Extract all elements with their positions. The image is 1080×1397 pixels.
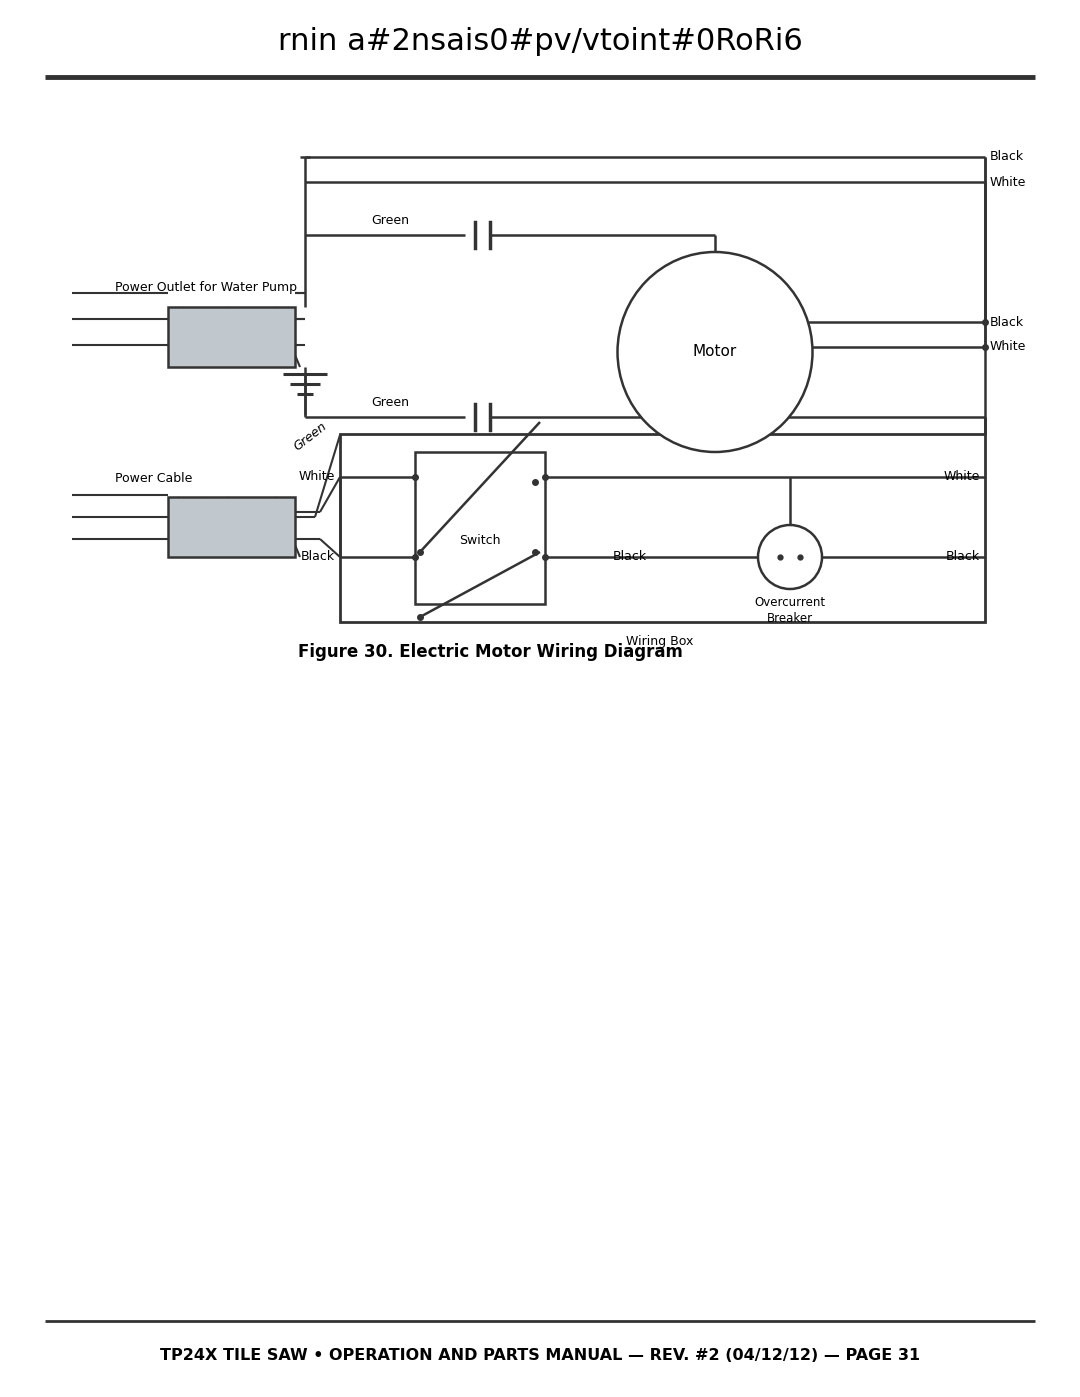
Text: Green: Green bbox=[291, 420, 329, 454]
Circle shape bbox=[758, 525, 822, 590]
Text: Black: Black bbox=[990, 151, 1024, 163]
Text: Overcurrent: Overcurrent bbox=[755, 597, 825, 609]
Text: Black: Black bbox=[301, 550, 335, 563]
Text: Figure 30. Electric Motor Wiring Diagram: Figure 30. Electric Motor Wiring Diagram bbox=[298, 643, 683, 661]
Text: Power Cable: Power Cable bbox=[114, 472, 192, 486]
Text: rnin a#2nsais0#pv/vtoint#0RoRi6: rnin a#2nsais0#pv/vtoint#0RoRi6 bbox=[278, 28, 802, 56]
Text: Switch: Switch bbox=[459, 534, 501, 546]
Text: Green: Green bbox=[372, 215, 409, 228]
Text: Breaker: Breaker bbox=[767, 612, 813, 624]
Text: White: White bbox=[990, 341, 1026, 353]
Bar bbox=[415, 453, 545, 604]
Text: White: White bbox=[299, 471, 335, 483]
Text: Black: Black bbox=[990, 316, 1024, 328]
Text: TP24X TILE SAW • OPERATION AND PARTS MANUAL — REV. #2 (04/12/12) — PAGE 31: TP24X TILE SAW • OPERATION AND PARTS MAN… bbox=[160, 1348, 920, 1362]
Bar bbox=[340, 434, 985, 622]
Text: Green: Green bbox=[372, 397, 409, 409]
Ellipse shape bbox=[618, 251, 812, 453]
Text: White: White bbox=[990, 176, 1026, 189]
Bar bbox=[168, 497, 295, 557]
Text: Power Outlet for Water Pump: Power Outlet for Water Pump bbox=[114, 281, 297, 293]
Text: White: White bbox=[944, 471, 980, 483]
Text: Wiring Box: Wiring Box bbox=[626, 636, 693, 648]
Text: Black: Black bbox=[946, 550, 980, 563]
Text: Motor: Motor bbox=[693, 345, 738, 359]
Text: Black: Black bbox=[613, 550, 647, 563]
Bar bbox=[168, 307, 295, 367]
